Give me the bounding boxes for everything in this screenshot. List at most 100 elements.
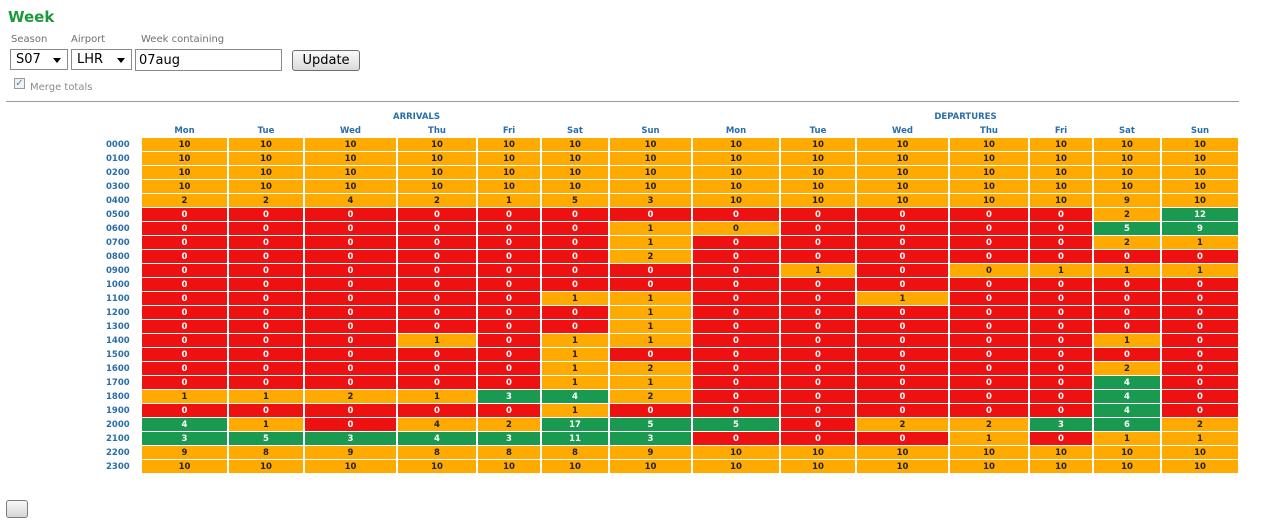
- slot-cell: 10: [229, 460, 303, 473]
- slot-cell: 10: [857, 152, 948, 165]
- slot-cell: 0: [478, 264, 540, 277]
- slot-cell: 0: [857, 348, 948, 361]
- slot-cell: 10: [781, 446, 855, 459]
- slot-cell: 0: [1030, 376, 1092, 389]
- slot-cell: 0: [950, 320, 1028, 333]
- hour-label: 0200: [106, 167, 130, 178]
- slot-cell: 1: [610, 334, 691, 347]
- hour-label: 0600: [106, 223, 130, 234]
- slot-cell: 0: [857, 334, 948, 347]
- arrivals-day-tue: Tue: [257, 125, 275, 136]
- slot-cell: 0: [142, 334, 227, 347]
- slot-cell: 0: [229, 208, 303, 221]
- slot-cell: 0: [305, 292, 396, 305]
- slot-cell: 2: [305, 390, 396, 403]
- merge-totals-checkbox[interactable]: ✓: [14, 78, 25, 89]
- slot-cell: 10: [305, 460, 396, 473]
- checkmark-icon: ✓: [15, 78, 24, 89]
- slot-cell: 10: [229, 166, 303, 179]
- hour-label: 1100: [106, 293, 130, 304]
- slot-cell: 0: [857, 320, 948, 333]
- slot-cell: 0: [305, 306, 396, 319]
- slot-cell: 0: [398, 348, 476, 361]
- season-select[interactable]: S07: [10, 49, 68, 70]
- hour-label: 1900: [106, 405, 130, 416]
- slot-cell: 1: [478, 194, 540, 207]
- table-row: 2000 4 1 0 4 2 17 5 5 0 2 2 3 6 2: [102, 418, 1238, 431]
- slot-cell: 3: [305, 432, 396, 445]
- slot-cell: 1: [610, 292, 691, 305]
- hour-label: 2300: [106, 461, 130, 472]
- slot-cell: 0: [478, 306, 540, 319]
- slot-cell: 10: [610, 460, 691, 473]
- slot-cell: 10: [693, 180, 779, 193]
- table-row: 1200 0 0 0 0 0 0 1 0 0 0 0 0 0 0: [102, 306, 1238, 319]
- table-row: 0700 0 0 0 0 0 0 1 0 0 0 0 0 2 1: [102, 236, 1238, 249]
- slot-cell: 0: [142, 320, 227, 333]
- arrivals-day-wed: Wed: [340, 125, 361, 136]
- slot-cell: 0: [781, 320, 855, 333]
- slot-cell: 0: [1094, 278, 1160, 291]
- slot-cell: 10: [857, 166, 948, 179]
- hour-label: 0000: [106, 139, 130, 150]
- slot-cell: 0: [1030, 362, 1092, 375]
- slot-cell: 10: [1030, 446, 1092, 459]
- slot-cell: 10: [478, 180, 540, 193]
- airport-select[interactable]: LHR: [71, 49, 132, 70]
- hour-label: 0900: [106, 265, 130, 276]
- hour-label: 1700: [106, 377, 130, 388]
- slot-cell: 9: [610, 446, 691, 459]
- bottom-button[interactable]: [6, 500, 28, 518]
- slot-cell: 0: [478, 334, 540, 347]
- slot-cell: 0: [693, 264, 779, 277]
- slot-cell: 8: [478, 446, 540, 459]
- slot-cell: 1: [1162, 432, 1238, 445]
- slot-cell: 0: [781, 362, 855, 375]
- slot-cell: 10: [229, 152, 303, 165]
- slot-cell: 10: [950, 460, 1028, 473]
- slot-cell: 0: [542, 306, 608, 319]
- slot-cell: 0: [142, 236, 227, 249]
- slot-cell: 10: [398, 138, 476, 151]
- slot-cell: 1: [542, 292, 608, 305]
- slot-cell: 0: [693, 348, 779, 361]
- table-row: 1700 0 0 0 0 0 1 1 0 0 0 0 0 4 0: [102, 376, 1238, 389]
- slot-cell: 0: [950, 376, 1028, 389]
- slot-cell: 5: [542, 194, 608, 207]
- slot-cell: 2: [1094, 362, 1160, 375]
- slot-cell: 0: [693, 306, 779, 319]
- slot-cell: 0: [398, 320, 476, 333]
- slot-cell: 10: [857, 446, 948, 459]
- slot-cell: 0: [229, 320, 303, 333]
- slot-cell: 0: [142, 278, 227, 291]
- slot-cell: 0: [398, 292, 476, 305]
- slot-cell: 0: [1030, 236, 1092, 249]
- slot-cell: 10: [1094, 180, 1160, 193]
- update-button[interactable]: Update: [292, 50, 360, 71]
- slot-cell: 0: [1162, 320, 1238, 333]
- slot-cell: 10: [693, 446, 779, 459]
- slot-cell: 1: [610, 306, 691, 319]
- slot-cell: 0: [781, 432, 855, 445]
- slot-cell: 0: [781, 250, 855, 263]
- slot-cell: 1: [1094, 264, 1160, 277]
- slot-cell: 10: [478, 460, 540, 473]
- slot-cell: 0: [857, 306, 948, 319]
- slot-cell: 0: [950, 292, 1028, 305]
- slot-cell: 10: [1162, 180, 1238, 193]
- slot-cell: 0: [305, 334, 396, 347]
- slot-cell: 10: [542, 166, 608, 179]
- slot-cell: 4: [1094, 390, 1160, 403]
- slot-cell: 0: [229, 278, 303, 291]
- slot-cell: 0: [1162, 348, 1238, 361]
- arrivals-day-mon: Mon: [174, 125, 195, 136]
- slot-cell: 0: [781, 334, 855, 347]
- table-row: 1400 0 0 0 1 0 1 1 0 0 0 0 0 1 0: [102, 334, 1238, 347]
- slot-cell: 10: [1094, 166, 1160, 179]
- slot-cell: 4: [542, 390, 608, 403]
- slot-cell: 10: [542, 180, 608, 193]
- week-input[interactable]: [135, 49, 282, 71]
- slot-cell: 10: [950, 194, 1028, 207]
- slot-cell: 0: [1094, 250, 1160, 263]
- slot-cell: 0: [781, 404, 855, 417]
